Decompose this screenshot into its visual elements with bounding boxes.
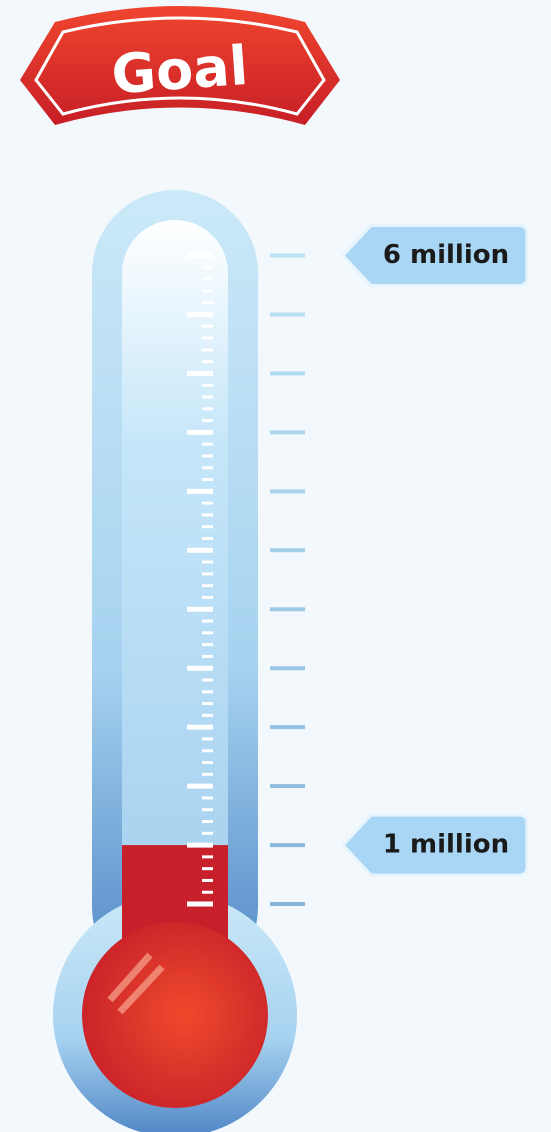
chart-title: Goal	[110, 34, 250, 106]
bulb	[82, 922, 268, 1108]
y-tick-label: 1 million	[383, 830, 509, 860]
page: Goal 6 million1 million (() => { const d…	[0, 0, 551, 1132]
chart: Goal 6 million 1 million	[0, 0, 551, 1132]
y-tick-label: 6 million	[383, 240, 509, 270]
